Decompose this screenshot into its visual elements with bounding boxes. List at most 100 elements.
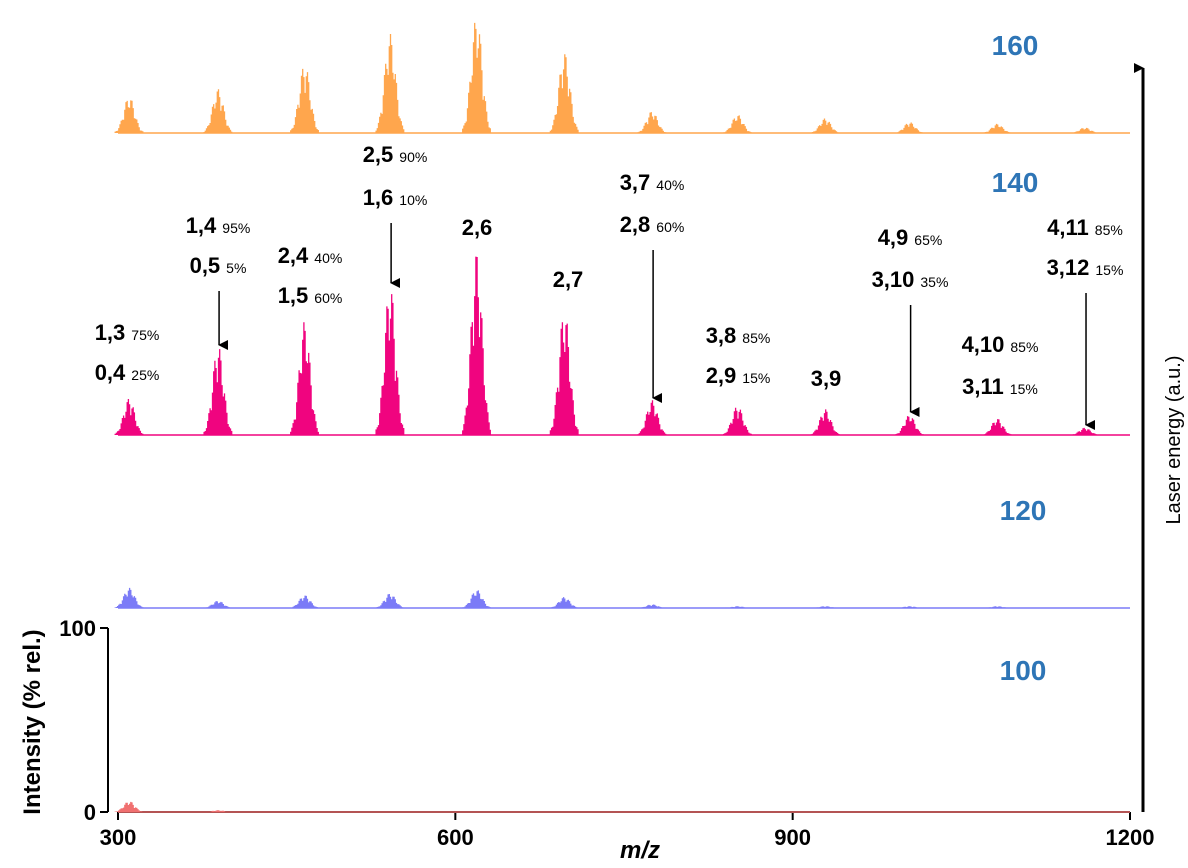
peak (290, 595, 319, 608)
peak (203, 89, 233, 133)
peak-label: 4,11 85% (1047, 215, 1123, 240)
peak-label: 1,6 10% (363, 185, 428, 210)
y-tick-label: 100 (59, 616, 96, 641)
peak (462, 256, 491, 435)
peak (810, 409, 840, 435)
peak-label-name: 0,4 (95, 360, 126, 385)
peak (722, 115, 752, 133)
peak-label-name: 2,9 (706, 363, 737, 388)
peak (982, 606, 1012, 608)
peak (375, 294, 405, 435)
peak-label: 0,4 25% (95, 360, 160, 385)
peak-label-name: 1,4 (186, 213, 217, 238)
peak-label-name: 3,7 (620, 170, 651, 195)
peak-label-name: 4,11 (1047, 215, 1089, 240)
peak-label: 2,7 (553, 267, 584, 292)
y-tick-label: 0 (84, 800, 96, 825)
peak-label: 4,9 65% (878, 225, 943, 250)
peak-label: 3,10 35% (872, 267, 949, 292)
x-axis-label: m/z (620, 837, 660, 864)
peak (1070, 127, 1100, 133)
peak (810, 606, 840, 608)
legend-label: 140 (992, 167, 1039, 198)
peak (114, 587, 144, 608)
peak-label: 2,4 40% (278, 243, 343, 268)
peak-label-name: 1,5 (278, 283, 309, 308)
peak-label-name: 2,6 (462, 215, 493, 240)
peak-label-share: 15% (742, 370, 770, 386)
peak (722, 606, 751, 608)
peak (637, 604, 667, 608)
peak-label: 3,7 40% (620, 170, 685, 195)
legend-label: 160 (992, 30, 1039, 61)
peak-label-name: 4,10 (962, 332, 1005, 357)
peak-label-name: 3,11 (962, 374, 1004, 399)
peak-label: 1,5 60% (278, 283, 343, 308)
peak (203, 601, 233, 608)
peak (637, 112, 667, 133)
x-tick-label: 1200 (1106, 825, 1155, 850)
peak (204, 810, 233, 812)
peak (896, 606, 924, 608)
peak (203, 349, 233, 435)
peak-label-share: 10% (399, 192, 427, 208)
peak (894, 122, 924, 133)
peak-label-name: 3,12 (1047, 255, 1090, 280)
peak-label-name: 2,8 (620, 212, 651, 237)
peak (375, 594, 405, 608)
peak-label-share: 85% (1010, 339, 1038, 355)
peak-label: 3,11 15% (962, 374, 1038, 399)
peak-label: 3,12 15% (1047, 255, 1124, 280)
peak (722, 407, 752, 435)
peak-label-share: 60% (656, 219, 684, 235)
y-axis-label: Intensity (% rel.) (19, 629, 46, 814)
peak-label: 2,6 (462, 215, 493, 240)
legend-label: 100 (1000, 655, 1047, 686)
x-tick-label: 900 (774, 825, 811, 850)
peak (637, 400, 667, 435)
peak (1070, 427, 1100, 435)
peak-label: 2,8 60% (620, 212, 685, 237)
peak-label-share: 15% (1010, 381, 1038, 397)
peak-label-share: 15% (1095, 262, 1123, 278)
peak-label-name: 0,5 (190, 253, 221, 278)
peak (290, 322, 319, 435)
peak-label-share: 40% (656, 177, 684, 193)
peak-label-share: 65% (914, 232, 942, 248)
peak-label-name: 3,8 (706, 323, 737, 348)
peak-label: 2,9 15% (706, 363, 771, 388)
peak (549, 597, 579, 608)
peak-label-share: 85% (1095, 222, 1123, 238)
peak-label-share: 90% (399, 149, 427, 165)
peak (462, 590, 491, 608)
peak (810, 118, 840, 133)
peak-label-name: 3,9 (811, 366, 842, 391)
peak-label-share: 60% (314, 290, 342, 306)
x-tick-label: 300 (100, 825, 137, 850)
peak (114, 801, 144, 812)
peak-label-share: 85% (742, 330, 770, 346)
legend-label: 120 (1000, 495, 1047, 526)
peak-label-share: 40% (314, 250, 342, 266)
peak-label-name: 2,7 (553, 267, 584, 292)
peak-label-share: 35% (920, 274, 948, 290)
x-tick-label: 600 (437, 825, 474, 850)
peak-label-name: 1,3 (95, 320, 126, 345)
peak-label-name: 2,5 (363, 142, 394, 167)
peak (982, 123, 1012, 133)
peak (462, 22, 491, 133)
peak (982, 419, 1012, 435)
peak (894, 416, 924, 435)
peak-label-name: 3,10 (872, 267, 915, 292)
peak (114, 399, 144, 435)
peak (549, 54, 579, 133)
peak-label: 4,10 85% (962, 332, 1039, 357)
peak (549, 322, 579, 435)
peak-label-name: 4,9 (878, 225, 909, 250)
peak-label-share: 5% (226, 260, 246, 276)
peak-label: 3,9 (811, 366, 842, 391)
peak-label-name: 2,4 (278, 243, 309, 268)
energy-axis-label: Laser energy (a.u.) (1163, 356, 1185, 525)
peak-label-name: 1,6 (363, 185, 394, 210)
peak-label-share: 25% (131, 367, 159, 383)
